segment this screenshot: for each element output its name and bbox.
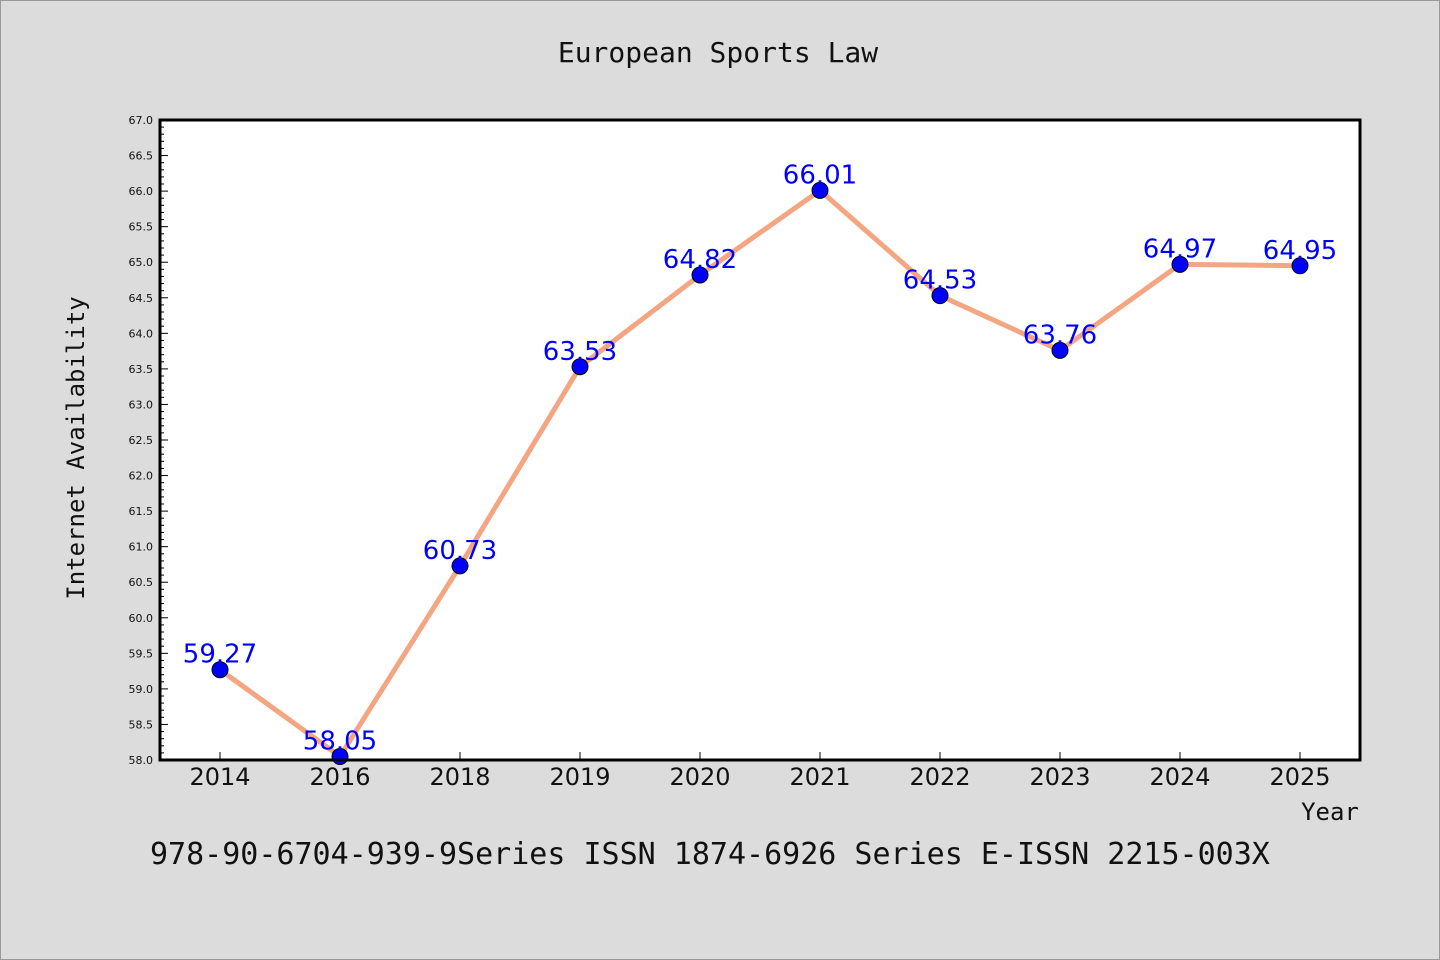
y-tick-label: 58.0 <box>129 754 154 767</box>
x-tick-label: 2018 <box>429 763 490 791</box>
plot-frame <box>158 118 1362 762</box>
data-labels: 59.27 58.05 60.73 63.53 64.82 66.01 64.53 63.76… <box>183 160 1337 756</box>
x-tick-label: 2014 <box>189 763 250 791</box>
y-tick-label: 64.5 <box>129 292 154 305</box>
y-tick-label: 60.0 <box>129 612 154 625</box>
x-axis-tick-labels: 2014 2016 2018 2019 2020 2021 2022 2023 2024 2025 <box>189 763 1330 791</box>
y-tick-label: 61.5 <box>129 505 154 518</box>
data-label: 63.53 <box>543 337 617 367</box>
data-point-marker <box>1171 255 1189 273</box>
data-label: 63.76 <box>1023 320 1097 350</box>
chart-title: European Sports Law <box>558 36 878 69</box>
y-tick-label: 67.0 <box>129 114 154 127</box>
data-point-marker <box>451 557 469 575</box>
y-tick-label: 66.5 <box>129 150 154 163</box>
data-label: 64.53 <box>903 266 977 296</box>
data-point-marker <box>211 661 229 679</box>
y-tick-label: 64.0 <box>129 327 154 340</box>
series-markers <box>211 181 1309 765</box>
data-point-marker <box>931 287 949 305</box>
y-tick-label: 58.5 <box>129 718 154 731</box>
data-point-marker <box>571 358 589 376</box>
y-axis-label: Internet Availability <box>62 296 90 599</box>
data-label: 64.95 <box>1263 236 1337 266</box>
x-tick-label: 2021 <box>789 763 850 791</box>
x-tick-label: 2022 <box>909 763 970 791</box>
data-point-marker <box>691 266 709 284</box>
y-tick-label: 66.0 <box>129 185 154 198</box>
x-tick-label: 2016 <box>309 763 370 791</box>
data-label: 60.73 <box>423 536 497 566</box>
x-tick-label: 2023 <box>1029 763 1090 791</box>
x-tick-label: 2025 <box>1269 763 1330 791</box>
y-tick-label: 62.5 <box>129 434 154 447</box>
y-tick-label: 63.0 <box>129 398 154 411</box>
y-tick-label: 61.0 <box>129 541 154 554</box>
data-label: 64.97 <box>1143 234 1217 264</box>
y-tick-label: 65.0 <box>129 256 154 269</box>
x-axis-label: Year <box>1301 798 1359 826</box>
data-label: 66.01 <box>783 160 857 190</box>
y-tick-label: 59.0 <box>129 683 154 696</box>
plot-area <box>160 120 1360 760</box>
x-tick-label: 2020 <box>669 763 730 791</box>
data-point-marker <box>811 181 829 199</box>
y-tick-label: 63.5 <box>129 363 154 376</box>
y-tick-label: 59.5 <box>129 647 154 660</box>
data-label: 58.05 <box>303 726 377 756</box>
y-tick-label: 62.0 <box>129 470 154 483</box>
y-tick-label: 60.5 <box>129 576 154 589</box>
series-lines <box>217 187 1303 759</box>
y-axis-tick-labels: 58.0 58.5 59.0 59.5 60.0 60.5 61.0 61.5 62.0 62.5… <box>129 114 154 767</box>
y-tick-label: 65.5 <box>129 221 154 234</box>
x-tick-label: 2019 <box>549 763 610 791</box>
series-line <box>217 187 1303 759</box>
data-point-marker <box>1291 257 1309 275</box>
x-tick-label: 2024 <box>1149 763 1210 791</box>
isbn-footer: 978-90-6704-939-9Series ISSN 1874-6926 S… <box>150 837 1270 872</box>
data-label: 64.82 <box>663 245 737 275</box>
data-label: 59.27 <box>183 640 257 670</box>
data-point-marker <box>1051 341 1069 359</box>
